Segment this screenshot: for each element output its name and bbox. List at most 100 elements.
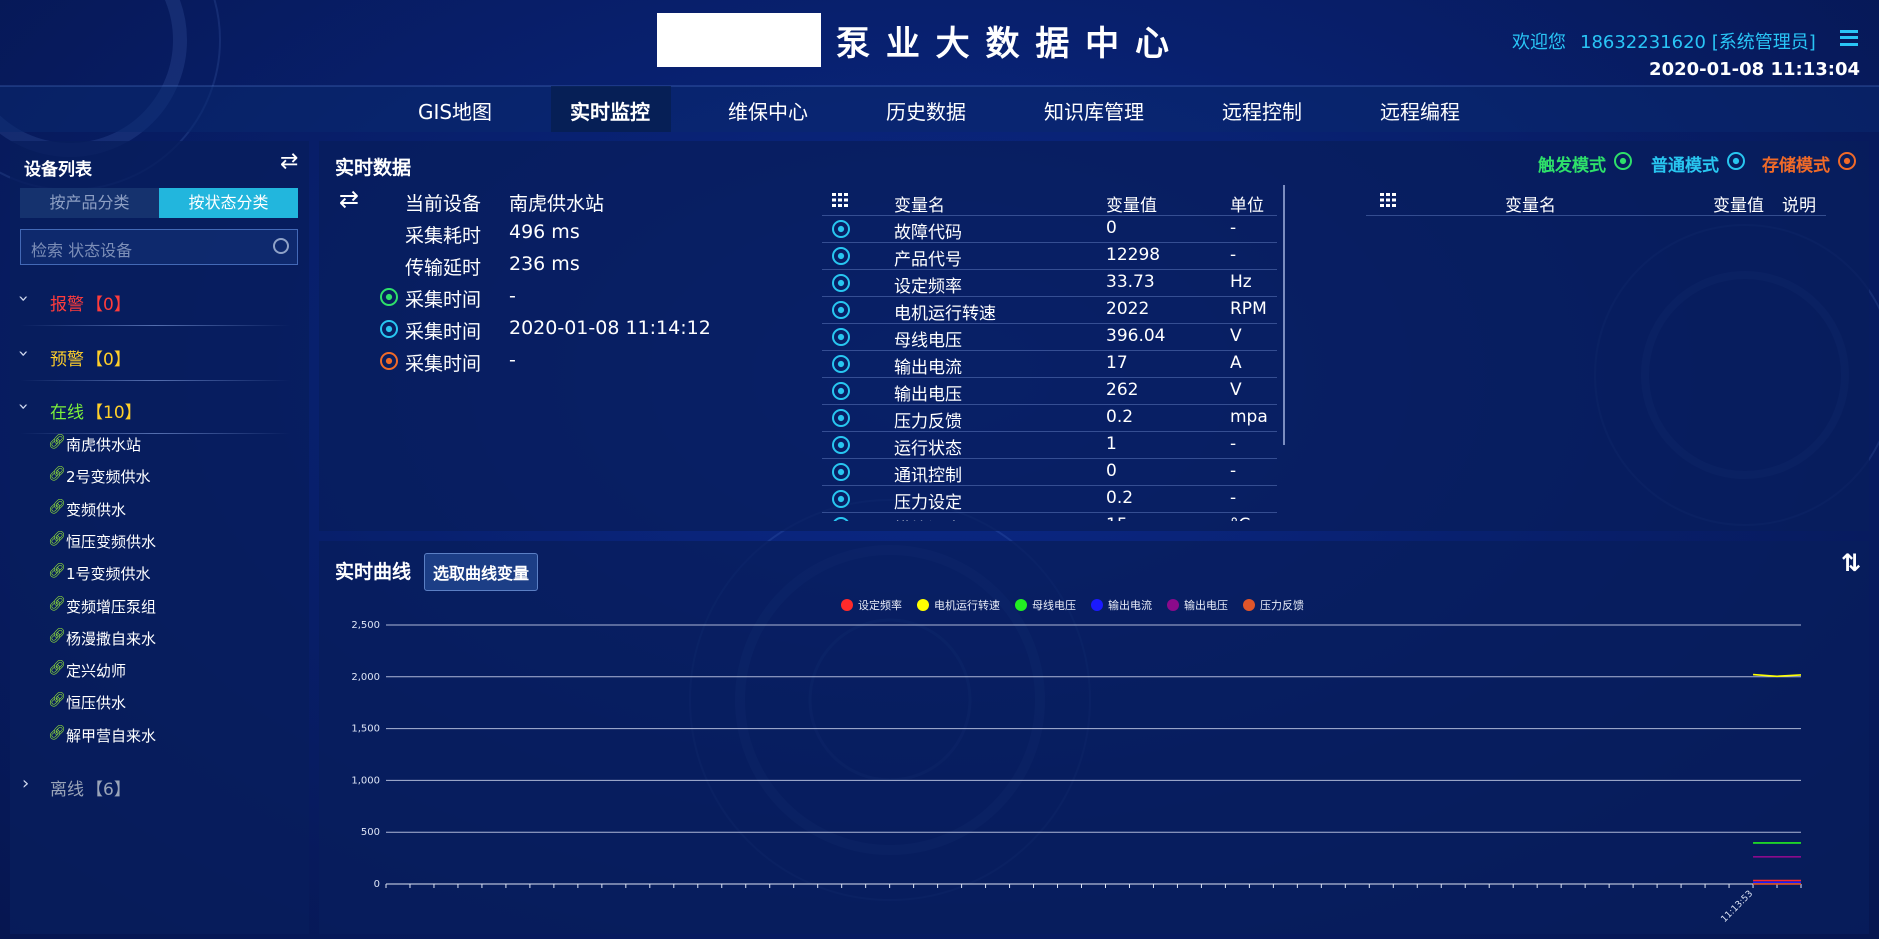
row-line (822, 485, 1277, 486)
legend-label: 压力反馈 (1260, 599, 1304, 612)
group-count: 【0】 (86, 295, 131, 315)
search-icon[interactable] (273, 238, 289, 254)
mode-icon (832, 220, 850, 238)
y-tick-label: 0 (374, 879, 380, 890)
y-tick-label: 1,500 (351, 724, 380, 735)
swap-icon[interactable]: ⇄ (280, 149, 299, 174)
mode-label[interactable]: 普通模式 (1651, 156, 1719, 176)
cell: 17 (1106, 353, 1128, 373)
device[interactable]: 解甲营自来水 (66, 726, 157, 745)
tab[interactable]: 按状态分类 (159, 188, 298, 218)
cell: 1 (1106, 434, 1117, 454)
nav-item[interactable]: 维保中心 (728, 100, 808, 124)
nav-item[interactable]: 实时监控 (570, 100, 650, 124)
column-header: 单位 (1230, 196, 1264, 216)
sidebar: 设备列表 ⇄ 检索 状态设备 按产品分类 按状态分类 › 报警 【0】 › 预警 【0】 › 在线… (10, 141, 309, 934)
group-count: 【6】 (86, 780, 131, 800)
cell: 运行状态 (894, 439, 962, 459)
cell: V (1230, 326, 1242, 346)
mode-icon (832, 328, 850, 346)
link-icon: 🔗︎ (48, 466, 66, 483)
cell: V (1230, 380, 1242, 400)
nav-item[interactable]: 远程编程 (1380, 100, 1460, 124)
separator (20, 433, 290, 434)
swap-icon[interactable]: ⇄ (339, 185, 360, 213)
mode-icon (832, 409, 850, 427)
mode-icon (832, 463, 850, 481)
row-line (822, 512, 1277, 513)
data-table-2: 变量名 变量值 说明 (1366, 185, 1826, 225)
mode-icon (832, 436, 850, 454)
y-tick-label: 2,000 (351, 672, 380, 683)
chevron: › (13, 402, 35, 411)
legend-marker (1167, 599, 1179, 611)
cell: 2022 (1106, 299, 1150, 319)
column-header: 变量名 (894, 196, 945, 216)
row-line (1366, 215, 1826, 216)
link-icon: 🔗︎ (48, 660, 66, 677)
info-label: 传输延时 (405, 257, 482, 279)
group-name[interactable]: 离线 (50, 780, 84, 800)
grid-icon (1380, 193, 1396, 207)
device[interactable]: 变频供水 (66, 500, 127, 519)
device[interactable]: 恒压供水 (66, 694, 127, 713)
sort-icon[interactable]: ⇅ (1841, 549, 1862, 577)
legend-label: 设定频率 (858, 598, 902, 612)
legend-marker (917, 599, 929, 611)
mode-label[interactable]: 存储模式 (1762, 156, 1830, 176)
tab[interactable]: 按产品分类 (20, 188, 159, 218)
device[interactable]: 变频增压泵组 (66, 597, 157, 616)
logo-box (657, 13, 821, 67)
group-name[interactable]: 预警 (50, 350, 84, 370)
link-icon: 🔗︎ (48, 434, 66, 450)
y-tick-label: 500 (361, 827, 380, 838)
cell: 压力设定 (894, 493, 962, 513)
device[interactable]: 定兴幼师 (66, 662, 127, 681)
legend-marker (1243, 599, 1255, 611)
info-label: 采集时间 (405, 289, 482, 311)
nav-item[interactable]: 知识库管理 (1044, 100, 1144, 124)
device[interactable]: 2号变频供水 (66, 468, 151, 487)
cell: RPM (1230, 299, 1267, 319)
mode-icon (380, 352, 398, 370)
info-value: 236 ms (509, 253, 580, 275)
welcome: 欢迎您 (1512, 32, 1566, 53)
legend-marker (841, 599, 853, 611)
nav-item[interactable]: GIS地图 (417, 100, 493, 124)
menu-icon[interactable] (1840, 30, 1858, 46)
grid-icon (832, 193, 848, 207)
mode-label[interactable]: 触发模式 (1538, 156, 1606, 176)
cell: Hz (1230, 272, 1252, 292)
info-value: 496 ms (509, 221, 580, 243)
device[interactable]: 1号变频供水 (66, 565, 151, 584)
cell: - (1230, 218, 1237, 238)
nav-item[interactable]: 远程控制 (1222, 100, 1302, 124)
nav-item[interactable]: 历史数据 (886, 100, 966, 124)
search-box[interactable]: 检索 状态设备 (20, 229, 298, 265)
device[interactable]: 杨漫撒自来水 (66, 629, 157, 648)
legend-marker (1091, 599, 1103, 611)
info-value: 南虎供水站 (509, 193, 605, 215)
group-name[interactable]: 在线 (50, 403, 84, 423)
cell: 母线电压 (894, 331, 962, 351)
cell: 33.73 (1106, 272, 1155, 292)
user[interactable]: 18632231620 [系统管理员] (1580, 32, 1816, 53)
row-line (822, 404, 1277, 405)
device[interactable]: 南虎供水站 (66, 436, 142, 454)
link-icon: 🔗︎ (48, 498, 66, 515)
device[interactable]: 恒压变频供水 (66, 532, 157, 551)
row-line (822, 458, 1277, 459)
y-tick-label: 1,000 (351, 775, 380, 786)
chart: 0 500 1,000 1,500 2,000 2,500 11:13:53 设定频率 电机运行… (351, 598, 1802, 925)
cell: 电机运行转速 (894, 304, 996, 324)
mode-icon (1614, 152, 1632, 170)
cell: 通讯控制 (894, 466, 962, 486)
cell: 12298 (1106, 245, 1161, 265)
cell: 396.04 (1106, 326, 1166, 346)
chevron: › (13, 294, 35, 303)
group-name[interactable]: 报警 (50, 295, 84, 315)
legend-label: 输出电压 (1184, 598, 1228, 612)
select-variables-button[interactable]: 选取曲线变量 (424, 553, 539, 591)
app-title: 泵 业 大 数 据 中 心 (836, 24, 1172, 64)
